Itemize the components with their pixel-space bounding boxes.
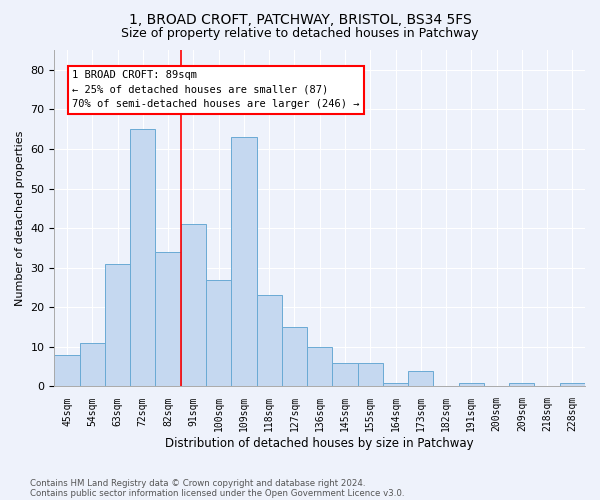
X-axis label: Distribution of detached houses by size in Patchway: Distribution of detached houses by size …	[166, 437, 474, 450]
Bar	[55, 355, 80, 386]
Bar	[509, 382, 535, 386]
Bar	[155, 252, 181, 386]
Bar	[231, 137, 257, 386]
Bar	[458, 382, 484, 386]
Bar	[206, 280, 231, 386]
Y-axis label: Number of detached properties: Number of detached properties	[15, 130, 25, 306]
Bar	[80, 343, 105, 386]
Text: Contains public sector information licensed under the Open Government Licence v3: Contains public sector information licen…	[30, 488, 404, 498]
Bar	[257, 296, 282, 386]
Text: 1, BROAD CROFT, PATCHWAY, BRISTOL, BS34 5FS: 1, BROAD CROFT, PATCHWAY, BRISTOL, BS34 …	[128, 12, 472, 26]
Bar	[560, 382, 585, 386]
Bar	[332, 362, 358, 386]
Bar	[181, 224, 206, 386]
Bar	[130, 129, 155, 386]
Text: Size of property relative to detached houses in Patchway: Size of property relative to detached ho…	[121, 28, 479, 40]
Text: Contains HM Land Registry data © Crown copyright and database right 2024.: Contains HM Land Registry data © Crown c…	[30, 478, 365, 488]
Text: 1 BROAD CROFT: 89sqm
← 25% of detached houses are smaller (87)
70% of semi-detac: 1 BROAD CROFT: 89sqm ← 25% of detached h…	[72, 70, 359, 110]
Bar	[105, 264, 130, 386]
Bar	[358, 362, 383, 386]
Bar	[408, 370, 433, 386]
Bar	[307, 347, 332, 387]
Bar	[383, 382, 408, 386]
Bar	[282, 327, 307, 386]
